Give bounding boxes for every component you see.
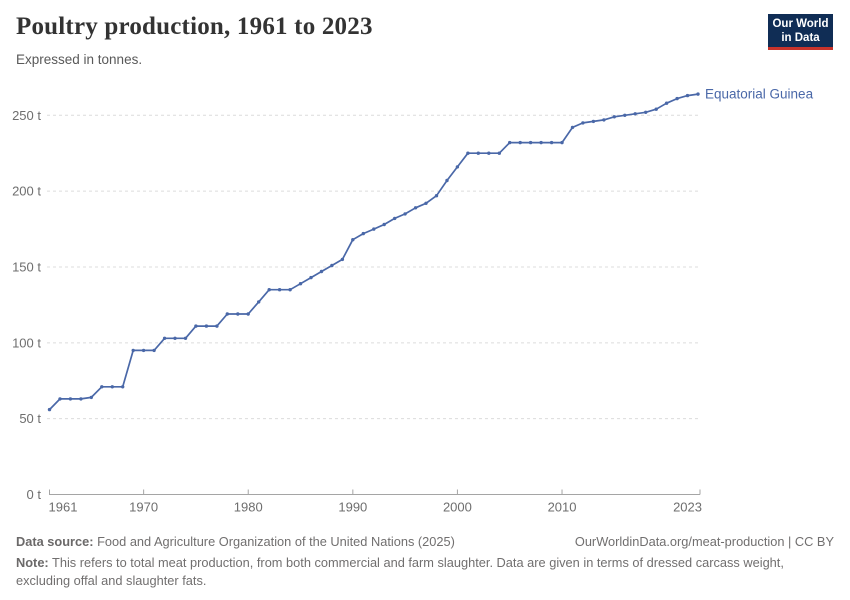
series-end-label[interactable]: Equatorial Guinea: [705, 87, 814, 102]
data-point-marker: [382, 222, 386, 227]
data-point-marker: [403, 212, 407, 216]
chart-footer: Data source: Food and Agriculture Organi…: [16, 533, 834, 591]
data-point-marker: [319, 269, 324, 274]
data-point-marker: [413, 206, 418, 210]
data-point-marker: [497, 151, 501, 155]
data-point-marker: [623, 113, 627, 118]
data-point-marker: [225, 312, 229, 316]
data-point-marker: [47, 407, 52, 412]
data-point-marker: [424, 201, 428, 205]
data-point-marker: [100, 385, 104, 389]
y-tick-label: 100 t: [12, 335, 41, 350]
data-point-marker: [696, 92, 700, 96]
chart-subtitle: Expressed in tonnes.: [16, 52, 143, 67]
data-point-marker: [487, 151, 491, 155]
data-point-marker: [141, 348, 146, 353]
series-line: [48, 93, 699, 411]
data-point-marker: [183, 336, 188, 340]
data-point-marker: [372, 227, 376, 231]
y-tick-label: 150 t: [12, 259, 41, 274]
data-point-marker: [664, 101, 669, 105]
data-point-marker: [612, 115, 616, 119]
data-point-marker: [476, 151, 480, 155]
data-point-marker: [121, 385, 125, 389]
note-text: This refers to total meat production, fr…: [16, 554, 784, 589]
data-point-marker: [58, 397, 62, 401]
data-point-marker: [675, 96, 679, 101]
x-tick-label: 2010: [548, 500, 577, 515]
data-point-marker: [445, 178, 449, 183]
series-markers: [47, 92, 700, 412]
data-point-marker: [351, 238, 355, 242]
owid-logo[interactable]: Our World in Data: [768, 14, 833, 50]
data-point-marker: [602, 118, 606, 122]
x-axis: [49, 489, 701, 495]
y-axis-labels: 0 t 50 t 100 t 150 t 200 t 250 t: [12, 108, 41, 502]
y-gridlines: [47, 114, 700, 420]
data-point-marker: [277, 288, 282, 292]
y-tick-label: 200 t: [12, 184, 41, 199]
data-point-marker: [246, 312, 250, 316]
y-tick-label: 250 t: [12, 108, 41, 123]
data-point-marker: [236, 312, 240, 316]
data-point-marker: [152, 348, 156, 353]
data-point-marker: [330, 263, 334, 268]
data-point-marker: [131, 348, 135, 353]
data-point-marker: [288, 288, 292, 292]
data-point-marker: [89, 395, 94, 400]
data-point-marker: [508, 140, 512, 145]
data-point-marker: [570, 125, 575, 130]
y-tick-label: 0 t: [27, 487, 42, 502]
data-point-marker: [591, 119, 596, 124]
owid-logo-line2: in Data: [781, 32, 820, 44]
data-point-marker: [204, 324, 209, 328]
data-point-marker: [685, 93, 690, 98]
data-point-marker: [79, 397, 83, 401]
data-point-marker: [162, 336, 167, 340]
data-point-marker: [393, 216, 397, 221]
x-axis-labels: 1961 1970 1980 1990 2000 2010 2023: [49, 500, 703, 515]
data-point-marker: [560, 140, 564, 145]
x-tick-label: 1990: [338, 500, 367, 515]
data-point-marker: [518, 140, 522, 145]
data-point-marker: [361, 231, 365, 236]
data-point-marker: [68, 397, 73, 401]
data-point-marker: [215, 324, 219, 328]
data-point-marker: [309, 275, 313, 280]
data-point-marker: [644, 110, 648, 115]
data-point-marker: [466, 151, 470, 155]
note-label: Note:: [16, 554, 49, 570]
data-point-marker: [633, 112, 637, 116]
data-point-marker: [257, 300, 261, 304]
data-point-marker: [654, 107, 658, 111]
data-point-marker: [539, 140, 543, 145]
data-source-text: Food and Agriculture Organization of the…: [97, 534, 455, 549]
x-tick-label: 2023: [673, 500, 702, 515]
x-tick-label: 1970: [129, 500, 158, 515]
y-tick-label: 50 t: [19, 411, 41, 426]
page-title: Poultry production, 1961 to 2023: [16, 13, 373, 40]
owid-logo-line1: Our World: [772, 18, 829, 30]
data-point-marker: [194, 324, 198, 328]
data-point-marker: [298, 282, 303, 286]
data-source-line: Data source: Food and Agriculture Organi…: [16, 533, 455, 552]
data-point-marker: [110, 385, 115, 389]
data-point-marker: [581, 121, 585, 125]
data-point-marker: [549, 140, 554, 145]
x-tick-label: 1980: [234, 500, 263, 515]
owid-source-link[interactable]: OurWorldinData.org/meat-production | CC …: [574, 534, 834, 549]
data-point-marker: [528, 140, 533, 145]
x-tick-label: 2000: [443, 500, 472, 515]
data-point-marker: [267, 288, 271, 292]
data-source-label: Data source:: [16, 534, 94, 549]
x-tick-label: 1961: [49, 500, 78, 515]
data-point-marker: [455, 165, 460, 169]
data-point-marker: [173, 336, 177, 340]
data-point-marker: [434, 194, 439, 198]
data-point-marker: [340, 257, 345, 262]
